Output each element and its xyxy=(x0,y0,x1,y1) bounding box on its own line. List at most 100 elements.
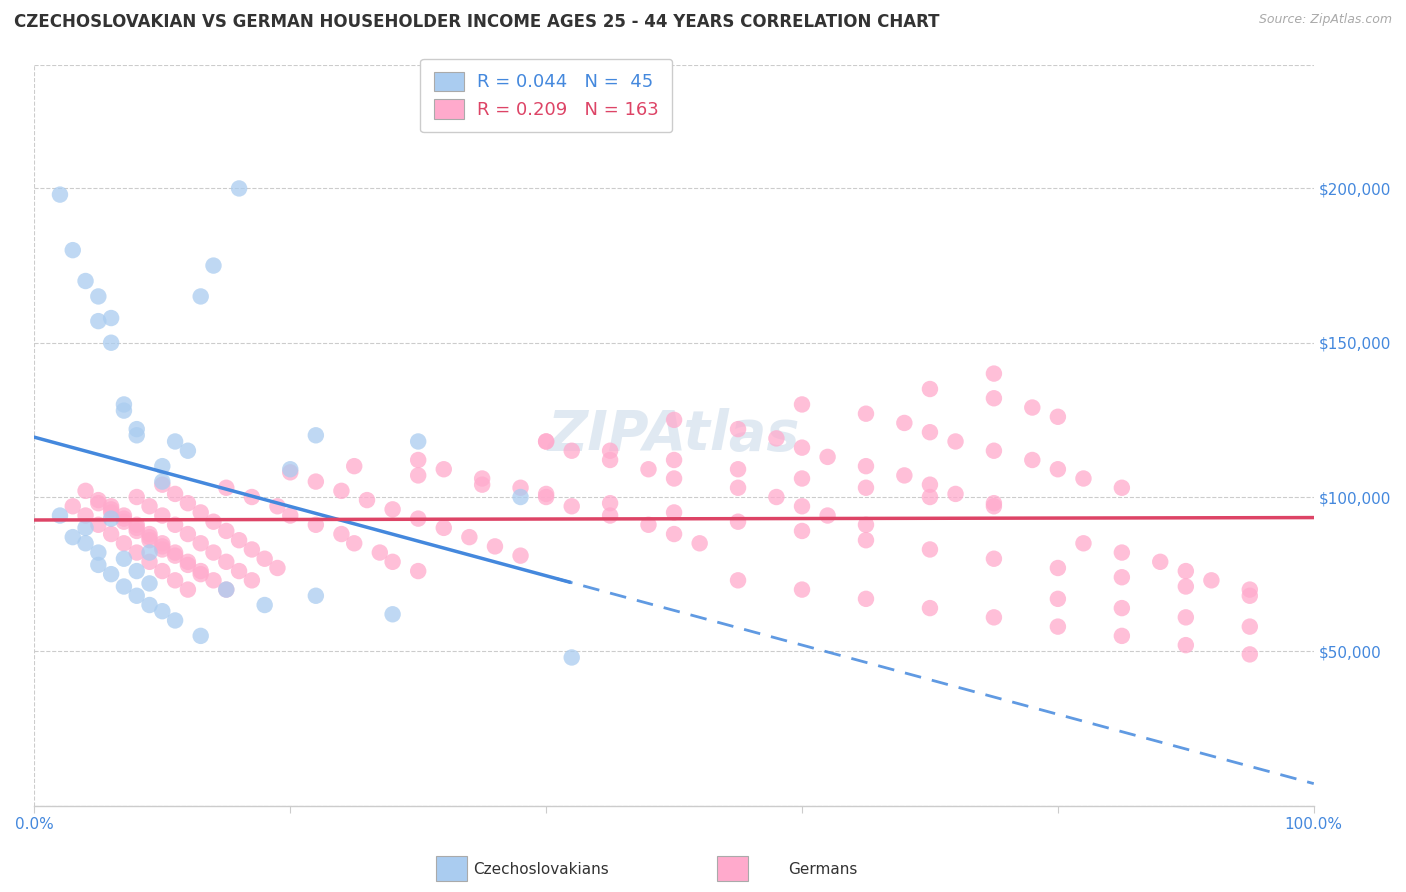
Point xyxy=(343,536,366,550)
Point xyxy=(100,511,122,525)
Point xyxy=(534,434,557,449)
Point xyxy=(100,335,122,350)
Point xyxy=(406,434,429,449)
Point xyxy=(918,382,941,396)
Point xyxy=(138,555,160,569)
Point xyxy=(165,574,187,588)
Point xyxy=(561,443,583,458)
Point xyxy=(1046,619,1069,633)
Point xyxy=(356,493,378,508)
Point xyxy=(165,549,187,563)
Point xyxy=(471,471,494,485)
Point xyxy=(637,517,659,532)
Point xyxy=(765,431,787,445)
Point xyxy=(509,490,531,504)
Point xyxy=(190,629,212,643)
Point xyxy=(855,459,877,474)
Point xyxy=(918,425,941,440)
Point xyxy=(662,453,685,467)
Point xyxy=(983,551,1005,566)
Point xyxy=(112,403,135,417)
Point xyxy=(75,483,97,498)
Point xyxy=(381,607,404,622)
Point xyxy=(150,508,173,523)
Point xyxy=(100,567,122,582)
Point xyxy=(305,475,328,489)
Point xyxy=(1239,619,1261,633)
Point xyxy=(165,517,187,532)
Point xyxy=(855,481,877,495)
Point xyxy=(87,496,110,510)
Point xyxy=(765,490,787,504)
Point xyxy=(228,533,250,548)
Point xyxy=(471,477,494,491)
Point xyxy=(918,477,941,491)
Point xyxy=(100,527,122,541)
Text: ZIPAtlas: ZIPAtlas xyxy=(548,409,800,462)
Point xyxy=(165,487,187,501)
Point xyxy=(599,453,621,467)
Point xyxy=(662,471,685,485)
Point xyxy=(125,521,148,535)
Point xyxy=(177,527,200,541)
Point xyxy=(125,422,148,436)
Point xyxy=(165,545,187,559)
Point xyxy=(1239,648,1261,662)
Point xyxy=(240,490,263,504)
Point xyxy=(215,582,238,597)
Point xyxy=(202,259,225,273)
Point xyxy=(177,555,200,569)
Point xyxy=(138,533,160,548)
Point xyxy=(150,459,173,474)
Point xyxy=(150,475,173,489)
Point xyxy=(790,500,813,514)
Point xyxy=(278,508,301,523)
Point xyxy=(1239,582,1261,597)
Point xyxy=(125,564,148,578)
Point xyxy=(1073,471,1095,485)
Point xyxy=(266,561,288,575)
Text: Source: ZipAtlas.com: Source: ZipAtlas.com xyxy=(1258,13,1392,27)
Point xyxy=(62,530,84,544)
Point xyxy=(87,289,110,303)
Point xyxy=(150,540,173,554)
Point xyxy=(190,567,212,582)
Point xyxy=(202,574,225,588)
Point xyxy=(177,443,200,458)
Point xyxy=(433,462,456,476)
Point xyxy=(1239,589,1261,603)
Point xyxy=(855,533,877,548)
Point xyxy=(87,314,110,328)
Text: Germans: Germans xyxy=(787,863,858,877)
Point xyxy=(138,576,160,591)
Point xyxy=(49,508,72,523)
Point xyxy=(190,289,212,303)
Point xyxy=(112,511,135,525)
Point xyxy=(918,542,941,557)
Point xyxy=(1111,629,1133,643)
Point xyxy=(138,500,160,514)
Point xyxy=(87,545,110,559)
Point xyxy=(458,530,481,544)
Point xyxy=(368,545,391,559)
Point xyxy=(983,496,1005,510)
Point xyxy=(150,564,173,578)
Point xyxy=(945,487,967,501)
Point xyxy=(202,545,225,559)
Point xyxy=(165,614,187,628)
Point xyxy=(253,598,276,612)
Point xyxy=(1111,570,1133,584)
Point xyxy=(983,443,1005,458)
Point xyxy=(1149,555,1171,569)
Point xyxy=(150,536,173,550)
Point xyxy=(150,542,173,557)
Point xyxy=(790,397,813,411)
Point xyxy=(599,508,621,523)
Point xyxy=(305,517,328,532)
Point xyxy=(599,496,621,510)
Point xyxy=(75,536,97,550)
Point xyxy=(100,500,122,514)
Point xyxy=(150,604,173,618)
Point xyxy=(215,555,238,569)
Point xyxy=(918,601,941,615)
